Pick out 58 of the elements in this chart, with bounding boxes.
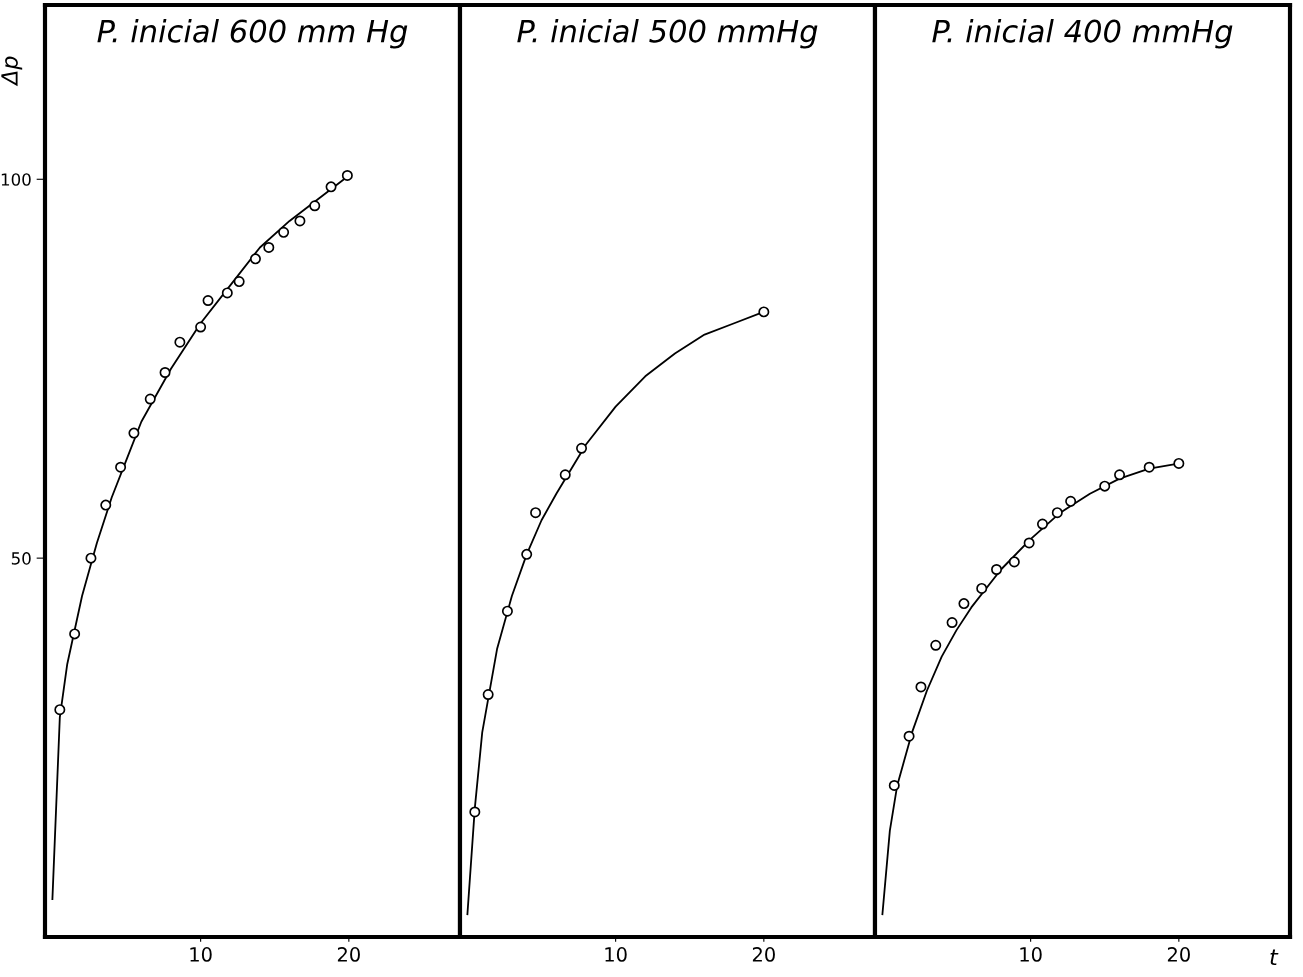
point	[325, 181, 337, 193]
y-tick-label: 100	[1, 173, 31, 186]
point	[1051, 507, 1063, 519]
x-tick-label: 10	[190, 947, 212, 962]
point	[991, 564, 1003, 575]
point	[559, 469, 571, 481]
point	[100, 499, 112, 511]
point	[1173, 457, 1185, 469]
point	[469, 806, 481, 818]
chart-title: P. inicial 600 mm Hg	[97, 18, 408, 49]
point	[85, 552, 97, 564]
point	[482, 689, 494, 701]
point	[1143, 461, 1155, 473]
point	[221, 287, 233, 299]
point	[341, 169, 353, 181]
point	[501, 605, 513, 617]
point	[174, 336, 186, 348]
point	[1099, 480, 1111, 492]
chart-title: P. inicial 400 mmHg	[932, 18, 1233, 49]
point	[1008, 556, 1020, 568]
point	[278, 226, 290, 238]
point	[144, 393, 156, 405]
y-tick-label: 50	[11, 552, 31, 565]
point	[530, 507, 542, 519]
point	[958, 598, 970, 610]
point	[128, 427, 140, 439]
point	[576, 442, 588, 454]
point	[1114, 469, 1126, 481]
point	[915, 681, 927, 693]
point	[202, 295, 214, 307]
point	[930, 639, 942, 651]
x-tick-label: 20	[752, 947, 775, 962]
point	[521, 548, 533, 560]
point	[115, 461, 127, 473]
y-axis-title: Δp	[1, 56, 23, 87]
point	[903, 730, 915, 742]
point	[69, 628, 81, 640]
x-tick-label: 20	[1167, 947, 1190, 962]
point	[249, 253, 261, 265]
point	[309, 200, 321, 212]
point	[294, 215, 306, 227]
point	[1036, 518, 1048, 530]
point	[1065, 495, 1077, 507]
point	[263, 241, 275, 253]
chart-title: P. inicial 500 mmHg	[517, 18, 818, 49]
point	[195, 321, 207, 333]
point	[888, 779, 900, 791]
point	[233, 276, 245, 288]
x-tick-label: 10	[1020, 947, 1042, 962]
x-tick-label: 10	[605, 947, 627, 962]
point	[159, 367, 171, 378]
x-tick-label: 20	[337, 947, 360, 962]
point	[54, 704, 66, 716]
x-axis-title: t	[1270, 949, 1279, 966]
point	[1023, 537, 1035, 549]
point	[758, 306, 770, 318]
point	[946, 617, 958, 629]
point	[976, 582, 988, 594]
